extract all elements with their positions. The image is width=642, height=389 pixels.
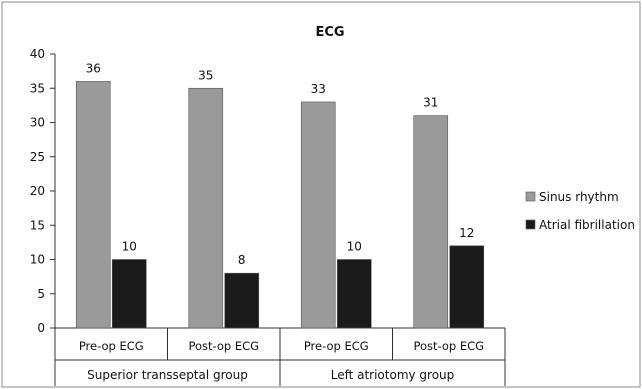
bar-data-label: 10 xyxy=(122,240,137,254)
bar-data-label: 10 xyxy=(347,240,362,254)
bar-data-label: 31 xyxy=(423,96,438,110)
y-tick-label: 40 xyxy=(30,47,45,61)
y-tick-label: 5 xyxy=(37,287,45,301)
bar-atrial-fibrillation xyxy=(111,259,147,329)
x-category-label: Post-op ECG xyxy=(413,339,484,353)
legend-swatch xyxy=(525,219,536,230)
y-tick-label: 30 xyxy=(30,116,45,130)
bar-atrial-fibrillation xyxy=(336,259,372,329)
x-category-label: Pre-op ECG xyxy=(79,339,144,353)
bar-sinus-rhythm xyxy=(300,101,336,329)
bar-sinus-rhythm xyxy=(188,87,224,329)
legend-label: Atrial fibrillation xyxy=(539,218,635,232)
y-tick-label: 20 xyxy=(30,184,45,198)
bar-sinus-rhythm xyxy=(75,81,111,329)
legend: Sinus rhythm Atrial fibrillation xyxy=(525,190,635,232)
bar-data-label: 36 xyxy=(86,61,101,75)
labels-layer: Pre-op ECG Post-op ECG Pre-op ECG Post-op E… xyxy=(79,61,484,382)
y-tick-label: 35 xyxy=(30,81,45,95)
bar-atrial-fibrillation xyxy=(224,272,260,329)
bar-sinus-rhythm xyxy=(413,115,449,329)
bar-atrial-fibrillation xyxy=(449,245,485,329)
bar-data-label: 8 xyxy=(238,253,246,267)
x-group-label: Left atriotomy group xyxy=(331,368,455,382)
legend-label: Sinus rhythm xyxy=(539,190,619,204)
bar-data-label: 33 xyxy=(311,82,326,96)
legend-swatch xyxy=(525,191,536,202)
y-tick-label: 10 xyxy=(30,253,45,267)
chart-title: ECG xyxy=(315,25,344,40)
y-tick-label: 15 xyxy=(30,218,45,232)
y-tick-label: 0 xyxy=(37,321,45,335)
x-group-label: Superior transseptal group xyxy=(87,368,248,382)
bar-data-label: 35 xyxy=(198,68,213,82)
y-tick-label: 25 xyxy=(30,150,45,164)
bar-data-label: 12 xyxy=(459,226,474,240)
bars-layer xyxy=(75,81,485,329)
x-category-label: Pre-op ECG xyxy=(304,339,369,353)
x-category-label: Post-op ECG xyxy=(188,339,259,353)
